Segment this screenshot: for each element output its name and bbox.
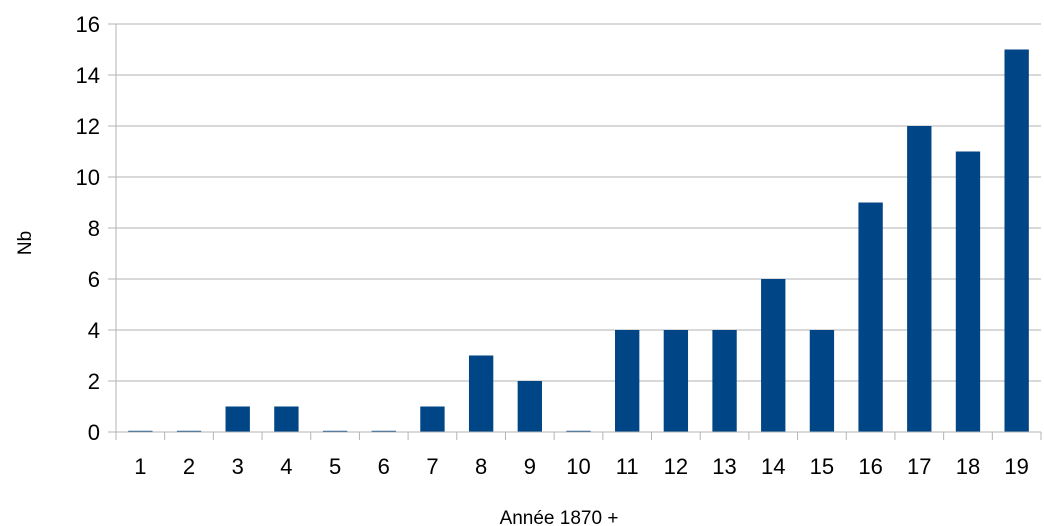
- x-tick-label-2: 2: [183, 454, 195, 479]
- x-tick-label-14: 14: [761, 454, 785, 479]
- bar-3: [225, 406, 250, 432]
- x-tick-label-12: 12: [664, 454, 688, 479]
- x-tick-label-5: 5: [329, 454, 341, 479]
- x-tick-label-7: 7: [426, 454, 438, 479]
- gridlines: [108, 23, 1041, 433]
- x-tick-label-4: 4: [280, 454, 292, 479]
- x-tick-label-13: 13: [712, 454, 736, 479]
- axes: [115, 24, 1042, 440]
- bar-15: [809, 330, 835, 432]
- x-axis-title: Année 1870 +: [500, 508, 619, 526]
- bar-8: [468, 355, 494, 432]
- bar-13: [712, 330, 737, 432]
- bar-12: [663, 330, 689, 432]
- x-tick-labels: 1 2 3 4 5 6 7 8 9 10 11 12 13 14 15 16 17 18 19: [134, 454, 1029, 479]
- bar-10: [566, 430, 591, 432]
- x-tick-label-1: 1: [134, 454, 146, 479]
- y-tick-label-4: 4: [88, 318, 100, 343]
- x-tick-label-15: 15: [810, 454, 834, 479]
- y-axis-title: Nb: [15, 231, 36, 255]
- x-tick-label-10: 10: [566, 454, 590, 479]
- x-tick-label-16: 16: [858, 454, 882, 479]
- x-tick-label-8: 8: [475, 454, 487, 479]
- bar-1: [128, 430, 153, 432]
- bar-19: [1004, 49, 1029, 432]
- x-tick-label-18: 18: [956, 454, 980, 479]
- bar-7: [420, 406, 445, 432]
- bar-2: [176, 430, 202, 432]
- y-tick-label-0: 0: [88, 420, 100, 445]
- bar-9: [517, 381, 542, 432]
- y-tick-label-14: 14: [76, 63, 100, 88]
- y-tick-label-2: 2: [88, 369, 100, 394]
- y-tick-label-10: 10: [76, 165, 100, 190]
- x-tick-label-3: 3: [232, 454, 244, 479]
- bars: [128, 49, 1029, 432]
- x-tick-label-9: 9: [524, 454, 536, 479]
- x-tick-label-17: 17: [907, 454, 931, 479]
- y-tick-labels: 0 2 4 6 8 10 12 14 16: [76, 12, 100, 445]
- x-tick-label-11: 11: [616, 454, 639, 479]
- bar-16: [858, 202, 883, 432]
- x-tick-label-6: 6: [378, 454, 390, 479]
- bar-18: [955, 151, 981, 432]
- bar-6: [371, 430, 396, 432]
- y-tick-label-12: 12: [76, 114, 100, 139]
- bar-4: [274, 406, 299, 432]
- bar-17: [907, 126, 932, 432]
- bar-14: [761, 279, 786, 432]
- bar-11: [615, 330, 640, 432]
- y-tick-label-16: 16: [76, 12, 100, 37]
- x-tick-label-19: 19: [1004, 454, 1028, 479]
- y-tick-label-6: 6: [88, 267, 100, 292]
- y-tick-label-8: 8: [88, 216, 100, 241]
- bar-5: [322, 430, 348, 432]
